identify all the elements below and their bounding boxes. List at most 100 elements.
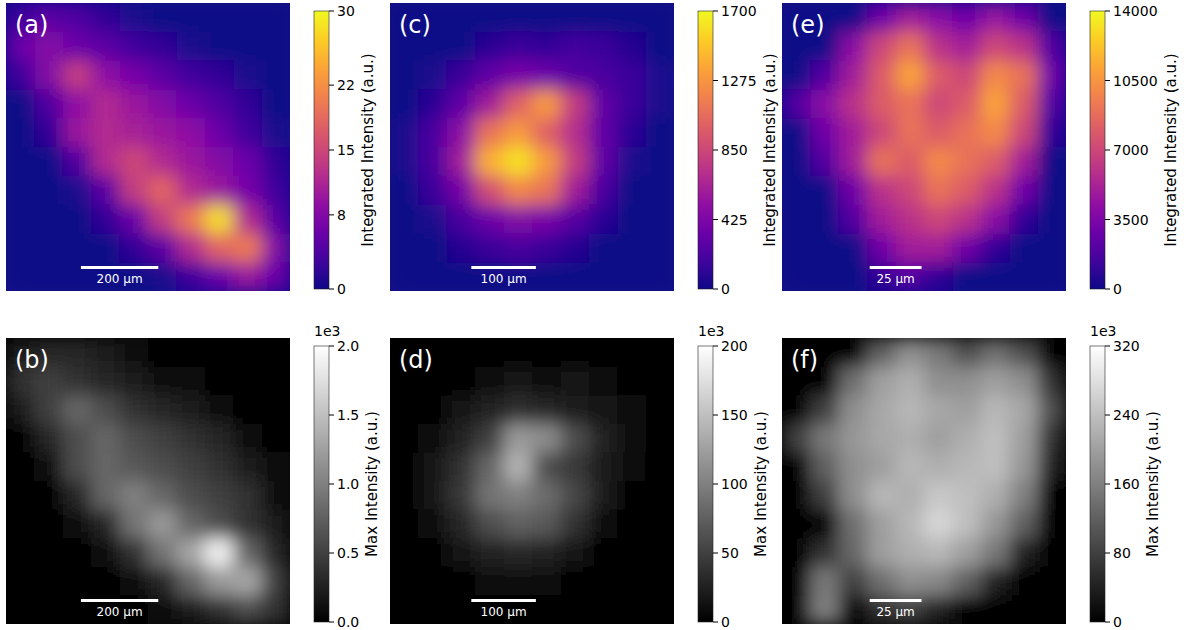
heat-cell	[589, 3, 618, 32]
heat-cell	[1009, 176, 1038, 205]
heat-cell	[560, 32, 589, 61]
heat-cell	[952, 595, 981, 624]
heat-cell	[447, 424, 476, 453]
colorbar-tick-label: 1.5	[337, 407, 359, 423]
heat-cell	[6, 118, 35, 147]
heat-cell	[504, 452, 533, 481]
heat-cell	[91, 32, 120, 61]
heat-cell	[148, 452, 177, 481]
heat-cell	[34, 395, 63, 424]
heat-cell	[896, 176, 925, 205]
heat-cell	[1038, 567, 1066, 596]
panel-label: (d)	[399, 346, 433, 374]
heat-cell	[560, 205, 589, 234]
heat-cell	[560, 89, 589, 118]
heat-cell	[981, 61, 1010, 90]
colorbar-label: Integrated Intensity (a.u.)	[1162, 53, 1180, 246]
heat-cell	[646, 595, 674, 624]
heat-cell	[418, 395, 447, 424]
heat-cell	[924, 338, 953, 367]
heat-cell	[646, 510, 674, 539]
heat-cell	[867, 452, 896, 481]
heat-cell	[6, 395, 35, 424]
colorbar-tick	[329, 622, 334, 623]
heat-cell	[952, 452, 981, 481]
heat-cell	[646, 233, 674, 262]
heat-cell	[447, 3, 476, 32]
heat-cell	[262, 262, 290, 291]
heat-cell	[447, 147, 476, 176]
heat-cell	[1009, 538, 1038, 567]
heat-cell	[390, 89, 419, 118]
heat-cell	[205, 367, 234, 396]
heat-cell	[418, 176, 447, 205]
heat-cell	[262, 424, 290, 453]
heat-cell	[475, 424, 504, 453]
heat-cell	[867, 32, 896, 61]
heat-cell	[205, 3, 234, 32]
colorbar-tick	[1105, 484, 1110, 485]
scale-bar	[870, 266, 922, 269]
heat-cell	[981, 205, 1010, 234]
colorbar-tick	[1105, 289, 1110, 290]
heat-cell	[532, 395, 561, 424]
heat-cell	[839, 3, 868, 32]
heat-cell	[924, 233, 953, 262]
colorbar	[314, 346, 329, 622]
plot-area	[782, 3, 1066, 291]
heat-cell	[475, 567, 504, 596]
heat-cell	[896, 367, 925, 396]
heat-cell	[867, 3, 896, 32]
heat-cell	[1038, 367, 1066, 396]
image-background	[390, 3, 674, 291]
heat-cell	[1009, 424, 1038, 453]
heat-cell	[447, 395, 476, 424]
heat-cell	[475, 233, 504, 262]
heat-cell	[233, 338, 262, 367]
heat-cell	[262, 395, 290, 424]
heat-cell	[91, 367, 120, 396]
colorbar-tick-label: 0	[1113, 614, 1122, 630]
colorbar-tick	[1105, 219, 1110, 220]
heat-cell	[262, 367, 290, 396]
heat-cell	[867, 567, 896, 596]
heat-cell	[896, 61, 925, 90]
heat-cell	[896, 338, 925, 367]
scale-bar	[471, 266, 536, 269]
heat-cell	[233, 452, 262, 481]
heat-cell	[896, 118, 925, 147]
colorbar-tick	[1105, 622, 1110, 623]
scale-bar-label: 100 µm	[481, 605, 527, 619]
heat-cell	[176, 367, 205, 396]
colorbar-tick-label: 150	[721, 407, 748, 423]
heat-cell	[617, 424, 646, 453]
heat-cell	[205, 395, 234, 424]
heat-cell	[91, 233, 120, 262]
heat-cell	[981, 424, 1010, 453]
heat-cell	[475, 3, 504, 32]
heat-cell	[91, 176, 120, 205]
heat-cell	[810, 233, 839, 262]
heat-cell	[1009, 338, 1038, 367]
colorbar-tick-label: 0.0	[337, 614, 359, 630]
colorbar-tick	[329, 346, 334, 347]
heat-cell	[63, 395, 92, 424]
heat-cell	[475, 61, 504, 90]
heat-cell	[532, 367, 561, 396]
heat-cell	[233, 3, 262, 32]
heat-cell	[952, 367, 981, 396]
heat-cell	[532, 510, 561, 539]
heat-cell	[176, 233, 205, 262]
heat-cell	[148, 395, 177, 424]
heat-cell	[839, 567, 868, 596]
image-background	[782, 3, 1066, 291]
heat-cell	[896, 510, 925, 539]
panel: (a)200 µm08152230Integrated Intensity (a…	[6, 3, 377, 297]
heat-cell	[205, 538, 234, 567]
heat-cell	[262, 3, 290, 32]
heat-cell	[447, 338, 476, 367]
colorbar-tick-label: 30	[337, 3, 355, 19]
heat-cell	[810, 452, 839, 481]
heat-cell	[589, 147, 618, 176]
heat-cell	[924, 89, 953, 118]
